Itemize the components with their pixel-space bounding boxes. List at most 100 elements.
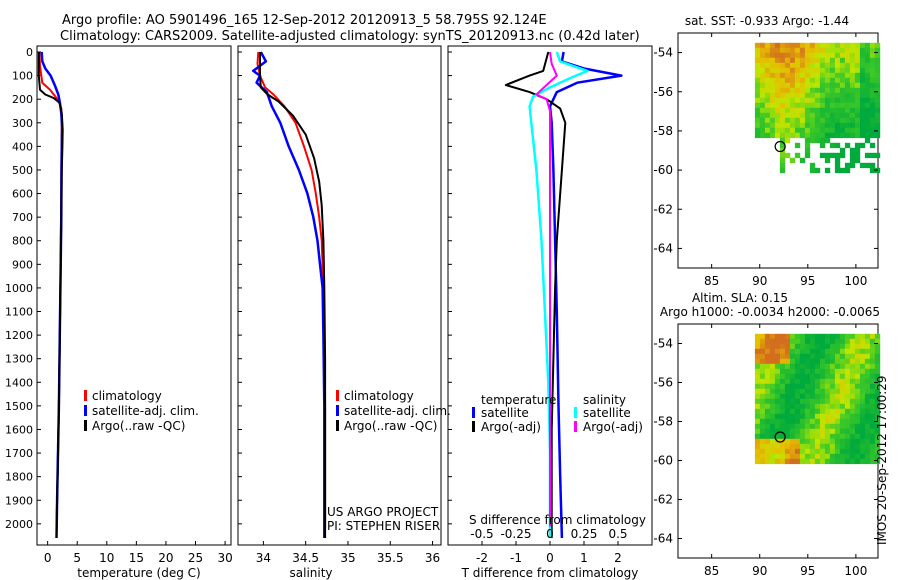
heatmap-cell [819, 388, 826, 395]
heatmap-cell [839, 453, 846, 460]
heatmap-cell [754, 127, 761, 134]
heatmap-cell [834, 408, 841, 415]
heatmap-cell [869, 132, 876, 139]
heatmap-cell [789, 353, 796, 360]
heatmap-cell [754, 338, 761, 345]
panel-salinity [237, 45, 442, 546]
heatmap-cell [814, 358, 821, 365]
heatmap-cell [779, 62, 786, 69]
heatmap-cell [774, 343, 781, 350]
heatmap-cell [804, 77, 811, 84]
heatmap-cell [754, 333, 761, 340]
heatmap-cell [794, 62, 801, 69]
heatmap-cell [809, 333, 816, 340]
heatmap-cell [774, 72, 781, 79]
heatmap-cell [764, 47, 771, 54]
heatmap-cell [799, 127, 806, 134]
depth-tick-label: 2000 [5, 518, 33, 531]
heatmap-cell [769, 72, 776, 79]
heatmap-cell [844, 343, 851, 350]
legend-swatch [84, 390, 87, 401]
heatmap-cell [779, 348, 786, 355]
heatmap-cell [769, 92, 776, 99]
heatmap-cell [829, 102, 836, 109]
heatmap-cell [789, 433, 796, 440]
heatmap-cell [869, 162, 876, 169]
heatmap-cell [819, 448, 826, 455]
heatmap-cell [864, 418, 871, 425]
heatmap-cell [809, 353, 816, 360]
heatmap-cell [789, 97, 796, 104]
heatmap-cell [759, 72, 766, 79]
heatmap-cell [844, 87, 851, 94]
heatmap-cell [834, 433, 841, 440]
heatmap-cell [859, 117, 866, 124]
heatmap-cell [869, 97, 876, 104]
heatmap-cell [809, 62, 816, 69]
heatmap-cell [849, 92, 856, 99]
heatmap-cell [774, 453, 781, 460]
heatmap-cell [869, 413, 876, 420]
heatmap-cell [789, 348, 796, 355]
heatmap-cell [804, 122, 811, 129]
heatmap-cell [754, 433, 761, 440]
heatmap-cell [869, 418, 876, 425]
heatmap-cell [754, 363, 761, 370]
heatmap-cell [834, 127, 841, 134]
heatmap-cell [769, 373, 776, 380]
heatmap-cell [849, 152, 856, 159]
heatmap-cell [844, 373, 851, 380]
heatmap-cell [874, 72, 881, 79]
heatmap-cell [759, 358, 766, 365]
heatmap-cell [754, 388, 761, 395]
heatmap-cell [859, 122, 866, 129]
heatmap-cell [784, 102, 791, 109]
heatmap-cell [799, 333, 806, 340]
heatmap-cell [859, 418, 866, 425]
heatmap-cell [839, 52, 846, 59]
heatmap-cell [774, 408, 781, 415]
timestamp-label: IMOS 20-Sep-2012 17:00:29 [875, 375, 889, 545]
map-y-tick-label: -60 [653, 454, 673, 468]
heatmap-cell [804, 428, 811, 435]
legend-label: satellite [481, 406, 529, 420]
series-line-satelliteadjclim [40, 51, 64, 539]
heatmap-cell [844, 92, 851, 99]
heatmap-cell [869, 152, 876, 159]
heatmap-cell [869, 67, 876, 74]
heatmap-cell [869, 378, 876, 385]
heatmap-cell [754, 107, 761, 114]
heatmap-cell [839, 62, 846, 69]
heatmap-cell [754, 67, 761, 74]
heatmap-cell [859, 127, 866, 134]
depth-tick-label: 600 [12, 188, 33, 201]
map-y-tick-label: -56 [653, 85, 673, 99]
heatmap-cell [769, 353, 776, 360]
heatmap-cell [819, 398, 826, 405]
heatmap-cell [859, 373, 866, 380]
heatmap-cell [799, 348, 806, 355]
heatmap-cell [814, 167, 821, 174]
depth-tick-label: 1300 [5, 353, 33, 366]
heatmap-cell [869, 343, 876, 350]
heatmap-cell [759, 52, 766, 59]
heatmap-cell [774, 112, 781, 119]
heatmap-cell [849, 433, 856, 440]
heatmap-cell [834, 423, 841, 430]
legend-swatch [472, 407, 475, 418]
heatmap-cell [779, 418, 786, 425]
heatmap-cell [764, 393, 771, 400]
heatmap-cell [789, 107, 796, 114]
heatmap-cell [789, 77, 796, 84]
heatmap-cell [824, 443, 831, 450]
heatmap-cell [779, 423, 786, 430]
heatmap-cell [794, 353, 801, 360]
heatmap-cell [834, 388, 841, 395]
heatmap-cell [754, 72, 761, 79]
heatmap-cell [789, 448, 796, 455]
sla-map-title: Altim. SLA: 0.15 [692, 291, 788, 305]
heatmap-cell [864, 67, 871, 74]
heatmap-cell [779, 398, 786, 405]
heatmap-cell [769, 413, 776, 420]
heatmap-cell [824, 117, 831, 124]
